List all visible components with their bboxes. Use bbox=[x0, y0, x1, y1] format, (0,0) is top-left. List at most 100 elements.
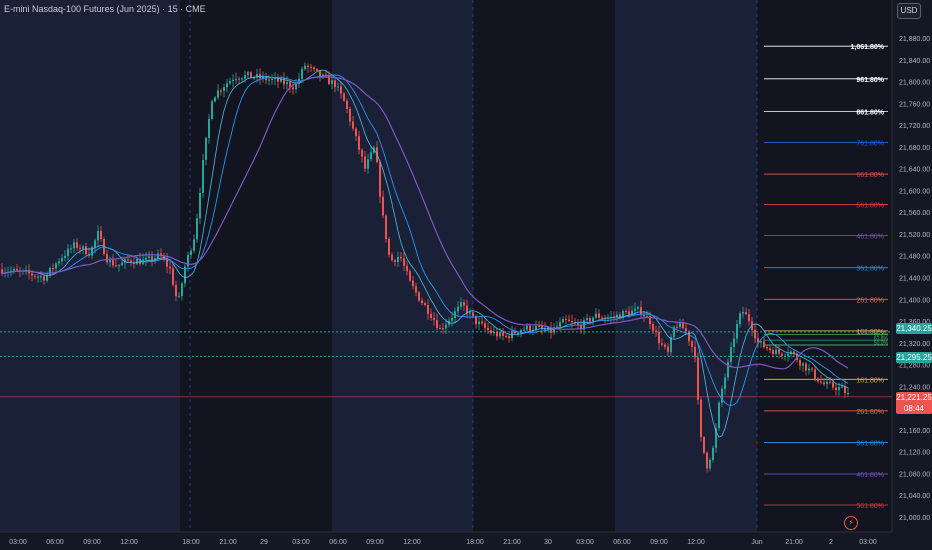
candle-body bbox=[526, 325, 528, 330]
candle-body bbox=[646, 316, 648, 318]
candle-body bbox=[307, 65, 309, 67]
candle-body bbox=[283, 78, 285, 85]
candle-body bbox=[601, 317, 603, 319]
candle-body bbox=[190, 250, 192, 255]
time-axis-label: 18:00 bbox=[182, 539, 200, 546]
candle-body bbox=[706, 452, 708, 469]
candle-body bbox=[673, 326, 675, 338]
time-axis-label: 09:00 bbox=[83, 539, 101, 546]
candle-body bbox=[781, 353, 783, 356]
price-level-label: 21,280.00 bbox=[899, 363, 930, 370]
candle-body bbox=[679, 322, 681, 328]
candle-body bbox=[316, 69, 318, 71]
candle-body bbox=[199, 192, 201, 219]
candle-body bbox=[58, 261, 60, 264]
candle-body bbox=[742, 311, 744, 314]
candle-body bbox=[10, 270, 12, 272]
candle-body bbox=[625, 311, 627, 313]
candle-body bbox=[826, 381, 828, 385]
time-axis-label: 06:00 bbox=[613, 539, 631, 546]
candle-body bbox=[229, 81, 231, 84]
candle-body bbox=[274, 77, 276, 79]
candle-body bbox=[388, 238, 390, 255]
candle-body bbox=[127, 259, 129, 261]
candle-body bbox=[598, 313, 600, 318]
candle-body bbox=[310, 66, 312, 68]
candle-body bbox=[64, 255, 66, 258]
candle-body bbox=[835, 387, 837, 391]
candle-body bbox=[46, 274, 48, 281]
fib-level-label: 861.80% bbox=[856, 109, 884, 116]
candle-body bbox=[829, 381, 831, 383]
candle-body bbox=[82, 246, 84, 249]
candle-body bbox=[151, 256, 153, 261]
candle-body bbox=[814, 369, 816, 379]
candle-body bbox=[196, 218, 198, 240]
candle-body bbox=[247, 72, 249, 75]
candle-body bbox=[436, 320, 438, 329]
candle-body bbox=[271, 78, 273, 80]
candle-body bbox=[394, 260, 396, 262]
candle-body bbox=[442, 328, 444, 330]
price-level-label: 21,600.00 bbox=[899, 188, 930, 195]
candle-body bbox=[661, 343, 663, 345]
candle-body bbox=[43, 276, 45, 281]
candle-body bbox=[223, 87, 225, 91]
candle-body bbox=[619, 314, 621, 319]
price-scale-bg bbox=[892, 0, 932, 550]
candle-body bbox=[268, 79, 270, 81]
candle-body bbox=[40, 276, 42, 278]
fib-level-label: 261.80% bbox=[856, 409, 884, 416]
candle-body bbox=[346, 100, 348, 109]
flash-icon[interactable]: ⚡ bbox=[844, 516, 858, 530]
candle-body bbox=[496, 331, 498, 337]
fib-level-label: 161.80% bbox=[856, 329, 884, 336]
candle-body bbox=[61, 257, 63, 262]
candle-body bbox=[748, 314, 750, 322]
candle-body bbox=[319, 70, 321, 77]
candle-body bbox=[703, 437, 705, 453]
candle-body bbox=[1, 269, 3, 274]
candle-body bbox=[691, 341, 693, 347]
price-level-label: 21,040.00 bbox=[899, 493, 930, 500]
candle-body bbox=[775, 349, 777, 355]
candle-body bbox=[475, 316, 477, 325]
fib-level-label: 461.80% bbox=[856, 472, 884, 479]
price-level-label: 21,640.00 bbox=[899, 167, 930, 174]
currency-button[interactable]: USD bbox=[897, 3, 921, 19]
candle-body bbox=[385, 215, 387, 239]
candle-body bbox=[769, 348, 771, 351]
candle-body bbox=[313, 67, 315, 70]
price-level-label: 21,360.00 bbox=[899, 319, 930, 326]
candle-body bbox=[478, 321, 480, 325]
time-axis-label: 2 bbox=[829, 539, 833, 546]
candle-body bbox=[547, 327, 549, 330]
candle-body bbox=[364, 156, 366, 169]
candle-body bbox=[772, 350, 774, 355]
candle-body bbox=[226, 83, 228, 88]
candle-body bbox=[637, 307, 639, 309]
candle-body bbox=[640, 307, 642, 315]
candle-body bbox=[688, 331, 690, 342]
time-axis-label: 09:00 bbox=[650, 539, 668, 546]
candle-body bbox=[778, 349, 780, 354]
candle-body bbox=[301, 68, 303, 79]
price-level-label: 21,720.00 bbox=[899, 123, 930, 130]
candle-body bbox=[709, 460, 711, 469]
candle-body bbox=[733, 338, 735, 347]
candle-body bbox=[175, 284, 177, 296]
price-level-label: 21,480.00 bbox=[899, 254, 930, 261]
candle-body bbox=[481, 321, 483, 324]
retrace-label: 68.2% bbox=[874, 332, 889, 338]
candle-body bbox=[655, 330, 657, 333]
session-band-1 bbox=[332, 0, 473, 532]
candle-body bbox=[55, 263, 57, 269]
candle-body bbox=[100, 231, 102, 240]
candle-body bbox=[235, 78, 237, 80]
candle-body bbox=[550, 327, 552, 333]
candle-body bbox=[418, 292, 420, 301]
candle-body bbox=[292, 87, 294, 90]
candle-body bbox=[766, 347, 768, 349]
price-level-label: 21,800.00 bbox=[899, 80, 930, 87]
